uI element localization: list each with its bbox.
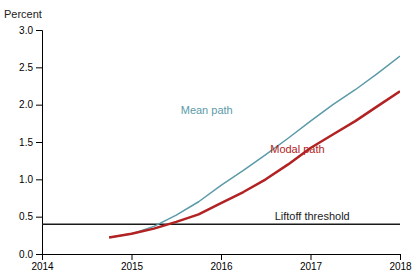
- tick: 2.5: [19, 62, 42, 73]
- annotation: Liftoff threshold: [275, 210, 350, 222]
- tick: 2018: [389, 254, 412, 272]
- threshold-line: [42, 223, 400, 225]
- tick-mark: [36, 30, 42, 31]
- series-line: [109, 91, 400, 237]
- tick: 0.0: [19, 249, 42, 260]
- tick-mark: [36, 67, 42, 68]
- tick: 2.0: [19, 99, 42, 110]
- x-axis: 2014 2015 2016 2017 2018: [31, 254, 412, 272]
- chart: 2014 2015 2016 2017 2018 0.0 0.5 1.0 1.5 2.0 2.5 3.…: [0, 0, 420, 280]
- tick-label: 2015: [121, 261, 144, 272]
- tick-label: 0.5: [19, 211, 33, 222]
- tick-mark: [36, 217, 42, 218]
- axis-line: [43, 255, 401, 261]
- series-line: [109, 56, 400, 237]
- tick-mark: [400, 254, 401, 260]
- axis-line: [36, 31, 43, 255]
- tick-label: 2.0: [19, 99, 33, 110]
- plot-area: [42, 56, 400, 237]
- tick: 2017: [300, 254, 323, 272]
- tick: 1.0: [19, 174, 42, 185]
- y-axis: 0.0 0.5 1.0 1.5 2.0 2.5 3.0: [19, 25, 42, 260]
- annotation: Mean path: [181, 104, 233, 116]
- tick-mark: [36, 105, 42, 106]
- tick-label: 2018: [389, 261, 412, 272]
- tick-mark: [221, 254, 222, 260]
- tick: 2014: [31, 254, 54, 272]
- tick-label: 0.0: [19, 249, 33, 260]
- annotation: Modal path: [270, 143, 324, 155]
- tick: 3.0: [19, 25, 42, 36]
- tick-mark: [36, 142, 42, 143]
- tick-mark: [311, 254, 312, 260]
- tick-label: 1.5: [19, 137, 33, 148]
- tick: 0.5: [19, 211, 42, 222]
- tick: 2015: [121, 254, 144, 272]
- tick-label: 3.0: [19, 25, 33, 36]
- tick-label: 2017: [300, 261, 323, 272]
- tick-label: 2016: [210, 261, 233, 272]
- tick-label: 1.0: [19, 174, 33, 185]
- y-axis-title: Percent: [4, 8, 42, 20]
- tick-label: 2.5: [19, 62, 33, 73]
- tick-mark: [36, 179, 42, 180]
- tick: 1.5: [19, 137, 42, 148]
- tick-label: 2014: [31, 261, 54, 272]
- tick: 2016: [210, 254, 233, 272]
- tick-mark: [36, 254, 42, 255]
- tick-mark: [132, 254, 133, 260]
